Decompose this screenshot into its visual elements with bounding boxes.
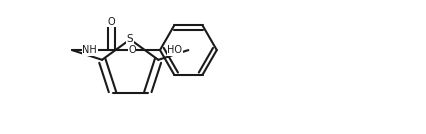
Text: O: O <box>128 45 136 55</box>
Text: HO: HO <box>167 45 182 55</box>
Text: O: O <box>108 17 115 27</box>
Text: S: S <box>127 34 133 44</box>
Text: NH: NH <box>82 45 97 55</box>
